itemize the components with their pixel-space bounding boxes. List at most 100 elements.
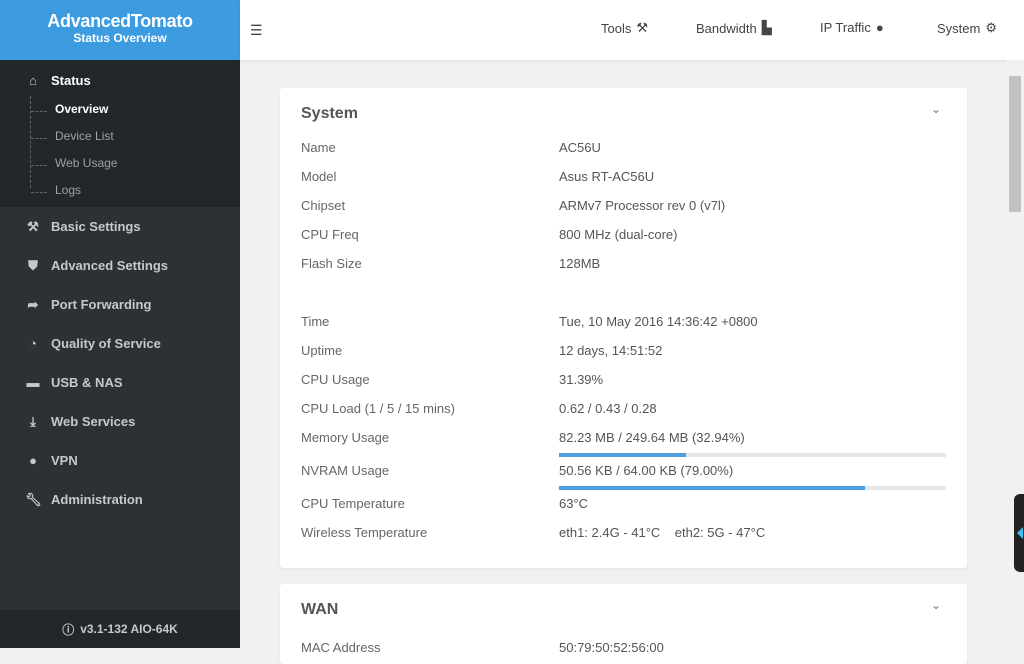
brand-header[interactable]: AdvancedTomato Status Overview [0,0,240,60]
system-label: System [937,20,981,36]
sidebar-item-label: USB & NAS [51,375,123,390]
system-card: System ⌄ Name AC56U Model Asus RT-AC56U Chip… [280,88,967,568]
sidebar-item-qos[interactable]: ◔ Quality of Service [0,324,240,363]
arrow-icon: ➦ [27,296,39,312]
bandwidth-label: Bandwidth [696,20,757,36]
sidebar-item-label: Administration [51,492,143,507]
row-value: ARMv7 Processor rev 0 (v7l) [559,198,726,213]
row-label: Wireless Temperature [301,525,428,540]
row-label: NVRAM Usage [301,463,390,478]
info-row: Time Tue, 10 May 2016 14:36:42 +0800 [301,314,946,334]
row-value: 0.62 / 0.43 / 0.28 [559,401,657,416]
info-row: Chipset ARMv7 Processor rev 0 (v7l) [301,198,946,218]
row-value: Tue, 10 May 2016 14:36:42 +0800 [559,314,758,329]
info-row: CPU Load (1 / 5 / 15 mins) 0.62 / 0.43 / … [301,401,946,421]
version-text: v3.1-132 AIO-64K [80,622,178,636]
sidebar-item-status[interactable]: ⌂ Status [0,70,240,90]
row-value: Asus RT-AC56U [559,169,655,184]
sidebar: AdvancedTomato Status Overview ⌂ Status O… [0,0,240,648]
status-section: ⌂ Status Overview Device List Web Usage L… [0,60,240,207]
sidebar-item-web-services[interactable]: ⤓ Web Services [0,402,240,441]
card-title: System [301,105,358,122]
progress-fill [559,453,687,457]
page-subtitle: Status Overview [73,31,167,45]
gauge-icon: ◔ [29,336,37,351]
tools-icon: ⚒ [27,218,39,234]
row-label: Model [301,169,337,184]
tools-label: Tools [601,20,632,36]
progress-fill [559,486,865,490]
drive-icon: ▬ [26,375,40,390]
wrench-icon: 🔧︎ [25,491,42,507]
info-row: Name AC56U [301,140,946,160]
info-row: CPU Usage 31.39% [301,372,946,392]
app-title: AdvancedTomato [47,11,193,31]
sidebar-item-usb-nas[interactable]: ▬ USB & NAS [0,363,240,402]
scrollbar-thumb[interactable] [1009,76,1021,212]
globe-icon: ● [29,453,37,468]
row-label: Name [301,140,336,155]
sidebar-item-basic-settings[interactable]: ⚒ Basic Settings [0,207,240,246]
row-label: Memory Usage [301,430,390,445]
row-label: Uptime [301,343,343,358]
system-menu[interactable]: System ⚙ [937,20,997,36]
version-footer: ⓘ v3.1-132 AIO-64K [0,610,240,648]
sidebar-item-administration[interactable]: 🔧︎ Administration [0,480,240,519]
sidebar-subitem-overview[interactable]: Overview [31,96,240,123]
sidebar-item-label: Advanced Settings [51,258,169,273]
sidebar-item-port-forwarding[interactable]: ➦ Port Forwarding [0,285,240,324]
info-row: Flash Size 128MB [301,256,946,276]
info-icon: ⓘ [62,622,75,637]
row-value: 50.56 KB / 64.00 KB (79.00%) [559,463,734,478]
info-row: MAC Address 50:79:50:52:56:00 [301,640,946,660]
row-value: 82.23 MB / 249.64 MB (32.94%) [559,430,745,445]
sidebar-subitem-logs[interactable]: Logs [31,177,240,204]
menu-toggle-icon[interactable]: ☰ [250,22,263,38]
row-label: CPU Temperature [301,496,405,511]
sidebar-item-label: Web Services [51,414,136,429]
ip-traffic-label: IP Traffic [820,20,871,35]
side-panel-toggle[interactable] [1014,494,1024,572]
home-icon: ⌂ [29,72,37,88]
row-value: 800 MHz (dual-core) [559,227,678,242]
row-label: CPU Usage [301,372,370,387]
progress-bar [559,453,946,457]
info-row: Uptime 12 days, 14:51:52 [301,343,946,363]
info-row: Wireless Temperature eth1: 2.4G - 41°C et… [301,525,946,545]
status-submenu: Overview Device List Web Usage Logs [30,96,240,197]
tools-icon: ⚒ [636,20,649,35]
bar-chart-icon: ▙ [761,20,772,35]
chevron-down-icon[interactable]: ⌄ [930,102,941,116]
sidebar-item-label: Quality of Service [51,336,161,351]
download-icon: ⤓ [30,413,36,429]
row-value: eth1: 2.4G - 41°C eth2: 5G - 47°C [559,525,766,540]
tools-menu[interactable]: Tools ⚒ [601,20,648,36]
row-label: Flash Size [301,256,362,271]
info-row: Model Asus RT-AC56U [301,169,946,189]
sidebar-subitem-web-usage[interactable]: Web Usage [31,150,240,177]
sidebar-item-advanced-settings[interactable]: ⛊ Advanced Settings [0,246,240,285]
card-title: WAN [301,601,339,618]
sidebar-subitem-device-list[interactable]: Device List [31,123,240,150]
row-value: 31.39% [559,372,604,387]
sidebar-item-vpn[interactable]: ● VPN [0,441,240,480]
row-label: Time [301,314,330,329]
ip-traffic-menu[interactable]: IP Traffic ● [820,20,884,35]
top-bar: ☰ Tools ⚒ Bandwidth ▙ IP Traffic ● System ⚙ [240,0,1024,60]
gears-icon: ⚙ [985,20,997,35]
row-value: 12 days, 14:51:52 [559,343,663,358]
bandwidth-menu[interactable]: Bandwidth ▙ [696,20,772,36]
info-row: Memory Usage 82.23 MB / 249.64 MB (32.94%… [301,430,946,457]
row-label: CPU Freq [301,227,359,242]
row-value: 128MB [559,256,601,271]
info-row: CPU Temperature 63°C [301,496,946,516]
chevron-down-icon[interactable]: ⌄ [930,598,941,612]
shield-icon: ⛊ [28,257,38,273]
row-label: CPU Load (1 / 5 / 15 mins) [301,401,455,416]
sidebar-item-label: Port Forwarding [51,297,152,312]
sidebar-item-label: Basic Settings [51,219,141,234]
info-row: NVRAM Usage 50.56 KB / 64.00 KB (79.00%) [301,463,946,490]
row-value: 63°C [559,496,589,511]
row-value: AC56U [559,140,601,155]
sidebar-item-label: Status [51,72,91,88]
